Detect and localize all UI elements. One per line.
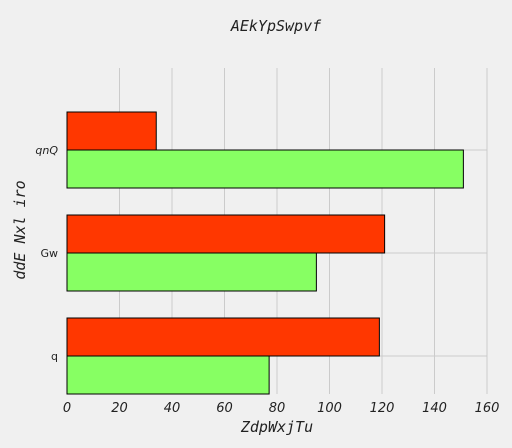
- bars: [66, 111, 464, 395]
- chart-title: AEkYpSwpvf: [230, 17, 322, 35]
- x-tick-label-0: 0: [63, 401, 71, 416]
- x-tick-label-3: 60: [216, 401, 233, 416]
- bar-series0-qnQ: [66, 149, 464, 189]
- x-tick-label-6: 120: [370, 401, 395, 416]
- y-tick-label-2: qnQ: [35, 144, 58, 157]
- bar-series0-q: [66, 355, 270, 395]
- x-tick-label-4: 80: [269, 401, 286, 416]
- x-axis-label: ZdpWxjTu: [240, 418, 313, 436]
- x-tick-label-1: 20: [111, 401, 128, 416]
- y-tick-label-1: Gw: [40, 247, 58, 260]
- bar-series1-qnQ: [66, 111, 157, 151]
- bar-series1-Gw: [66, 214, 386, 254]
- y-axis-label: ddE Nxl iro: [11, 180, 29, 279]
- x-tick-label-5: 100: [317, 401, 342, 416]
- x-tick-label-2: 40: [164, 401, 181, 416]
- bar-series1-q: [66, 317, 380, 357]
- x-tick-label-8: 160: [475, 401, 500, 416]
- y-tick-label-0: q: [51, 350, 58, 363]
- x-tick-labels: 0 20 40 60 80 100 120 140 160: [63, 401, 500, 416]
- x-tick-label-7: 140: [422, 401, 447, 416]
- bar-series0-Gw: [66, 252, 317, 292]
- y-tick-labels: q Gw qnQ: [35, 144, 58, 363]
